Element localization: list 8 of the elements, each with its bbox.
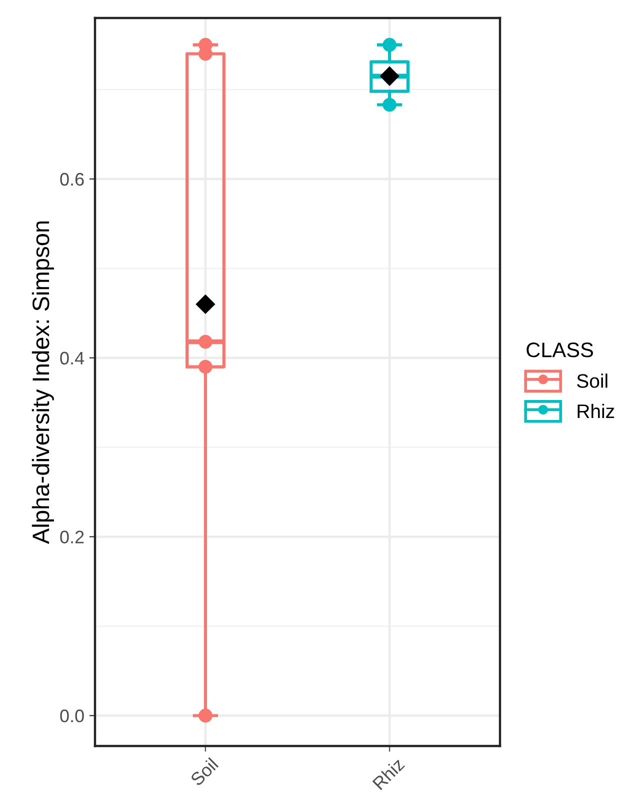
legend-label: Rhiz — [578, 404, 614, 418]
legend-title: CLASS — [526, 342, 593, 358]
y-tick-label: 0.4 — [60, 352, 84, 365]
y-tick-label: 0.2 — [60, 530, 84, 544]
legend-label: Soil — [577, 374, 608, 388]
y-axis-title: Alpha-diversity Index: Simpson — [32, 221, 54, 544]
y-tick-label: 0.6 — [60, 172, 84, 186]
y-tick-label: 0.0 — [60, 710, 84, 722]
